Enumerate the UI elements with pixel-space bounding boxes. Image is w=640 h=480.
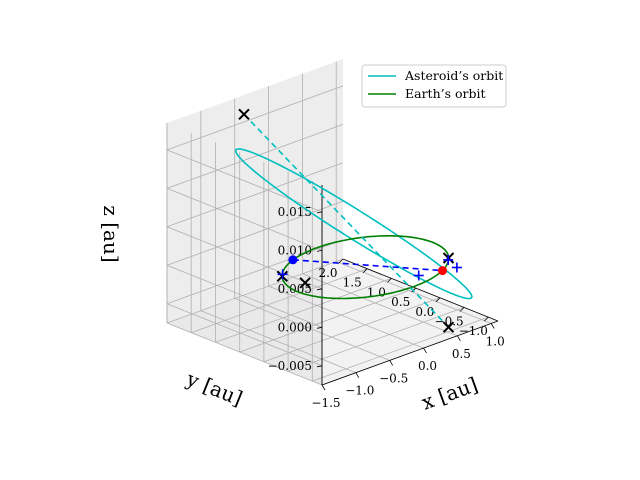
grid-line-z-right (166, 239, 344, 305)
x-tick-mark (457, 335, 461, 342)
grid-line-y-floor (166, 258, 344, 324)
asteroid-orbit-line (234, 148, 473, 300)
grid-line-z-right (166, 124, 344, 189)
y-tick-label: −1.0 (459, 324, 488, 338)
grid-line-x-floor (268, 285, 424, 349)
y-tick-mark (362, 268, 368, 273)
legend-label-2: Earth’s orbit (405, 86, 486, 101)
y-tick-label: 0.0 (415, 305, 434, 319)
grid-line-z-left (166, 149, 323, 213)
grid-line-y-floor (312, 316, 489, 382)
y-axis-label: y [au] (182, 366, 246, 410)
marker-plus (451, 262, 462, 273)
y-tick-mark (338, 258, 344, 264)
grid-line-x-floor (200, 310, 356, 374)
z-tick-mark (316, 326, 323, 329)
legend: Asteroid’s orbit Earth’s orbit (361, 64, 507, 108)
z-tick-mark (316, 211, 323, 214)
grid-line-z-right (166, 162, 344, 228)
x-axis-label: x [au] (418, 372, 481, 414)
z-tick-label: 0.015 (278, 205, 312, 219)
y-tick-label: 0.5 (391, 295, 410, 309)
axes-grid (166, 61, 492, 386)
marker-x-stroke (442, 321, 455, 333)
x-tick-label: −0.5 (379, 371, 408, 385)
y-tick-mark (484, 316, 489, 322)
grid-line-z-right (166, 85, 344, 151)
y-tick-mark (435, 297, 441, 303)
z-tick-mark (316, 365, 323, 368)
dashed-connector-2 (292, 259, 443, 272)
grid-line-x-floor (166, 322, 323, 386)
x-tick-label: 1.0 (486, 335, 505, 349)
x-tick-label: −1.5 (311, 396, 340, 410)
z-tick-label: −0.005 (268, 359, 312, 373)
grid-line-z-left (166, 264, 323, 328)
x-tick-mark (389, 360, 394, 366)
x-tick-mark (423, 347, 427, 354)
marker-x-stroke (238, 108, 250, 121)
z-tick-label: 0.000 (278, 320, 312, 334)
marker-circle (288, 255, 298, 265)
grid-line-y-floor (287, 307, 465, 372)
axes-panes (167, 59, 498, 385)
y-tick-label: −0.5 (435, 314, 464, 328)
y-tick-label: 1.5 (343, 276, 362, 290)
x-axis-line (321, 320, 499, 386)
grid-line-x-floor (302, 273, 458, 337)
z-tick-mark (316, 250, 323, 252)
x-tick-mark (321, 384, 326, 391)
y-tick-mark (459, 307, 465, 312)
y-tick-label: 2.0 (318, 266, 337, 280)
z-axis-label: z [au] (99, 205, 123, 262)
marker-x-stroke (299, 277, 311, 289)
grid-line-z-left (166, 226, 323, 290)
grid-line-z-right (166, 200, 344, 266)
z-tick-label: 0.010 (278, 243, 312, 257)
marker-x (442, 321, 455, 333)
marker-plus (443, 254, 454, 265)
marker-plus (277, 269, 288, 280)
y-axis-line (342, 258, 499, 322)
grid-line-x-floor (336, 261, 492, 324)
x-tick-label: −1.0 (345, 384, 374, 398)
right-pane (167, 59, 343, 323)
axes-lines (321, 185, 499, 386)
grid-line-y-floor (239, 287, 416, 353)
x-tick-label: 0.5 (452, 347, 471, 361)
grid-line-y-floor (263, 297, 441, 363)
markers (238, 108, 462, 333)
axes-ticks: −1.5−1.0−0.50.00.51.0−1.0−0.50.00.51.01.… (268, 205, 505, 410)
z-tick-mark (316, 288, 323, 291)
grid-line-y-floor (191, 268, 368, 334)
grid-line-z-left (166, 303, 323, 367)
grid-line-y-floor (215, 278, 392, 343)
legend-label-1: Asteroid’s orbit (404, 68, 503, 83)
marker-plus (413, 270, 424, 281)
x-tick-mark (355, 372, 360, 378)
legend-box (361, 64, 507, 108)
marker-x (238, 108, 250, 121)
y-tick-mark (387, 278, 392, 283)
grid-line-z-left (166, 188, 323, 251)
x-tick-label: 0.0 (418, 359, 437, 373)
marker-circle (438, 266, 447, 276)
marker-x (299, 277, 311, 289)
x-tick-mark (490, 323, 495, 329)
